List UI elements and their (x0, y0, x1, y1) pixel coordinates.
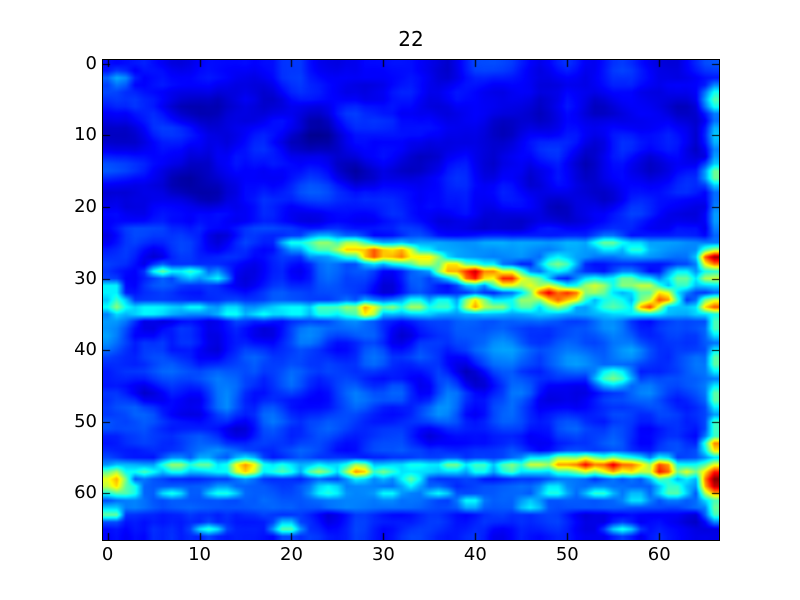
heatmap-canvas (103, 60, 719, 540)
x-tick-label: 30 (371, 544, 395, 565)
x-tick-label: 10 (188, 544, 211, 565)
y-tick-label: 20 (74, 195, 97, 217)
plot-area (102, 59, 720, 541)
y-tick-label: 0 (85, 52, 97, 74)
y-tick-label: 60 (74, 482, 97, 504)
y-tick-label: 50 (74, 410, 97, 432)
x-tick-label: 50 (555, 544, 579, 565)
y-tick-label: 10 (74, 124, 97, 146)
x-tick-label: 40 (463, 544, 487, 565)
chart-title: 22 (398, 27, 424, 51)
x-tick-label: 60 (647, 544, 671, 565)
y-tick-label: 40 (74, 339, 97, 361)
x-tick-label: 20 (280, 544, 303, 565)
y-tick-label: 30 (74, 267, 97, 289)
x-tick-label: 0 (101, 544, 114, 565)
